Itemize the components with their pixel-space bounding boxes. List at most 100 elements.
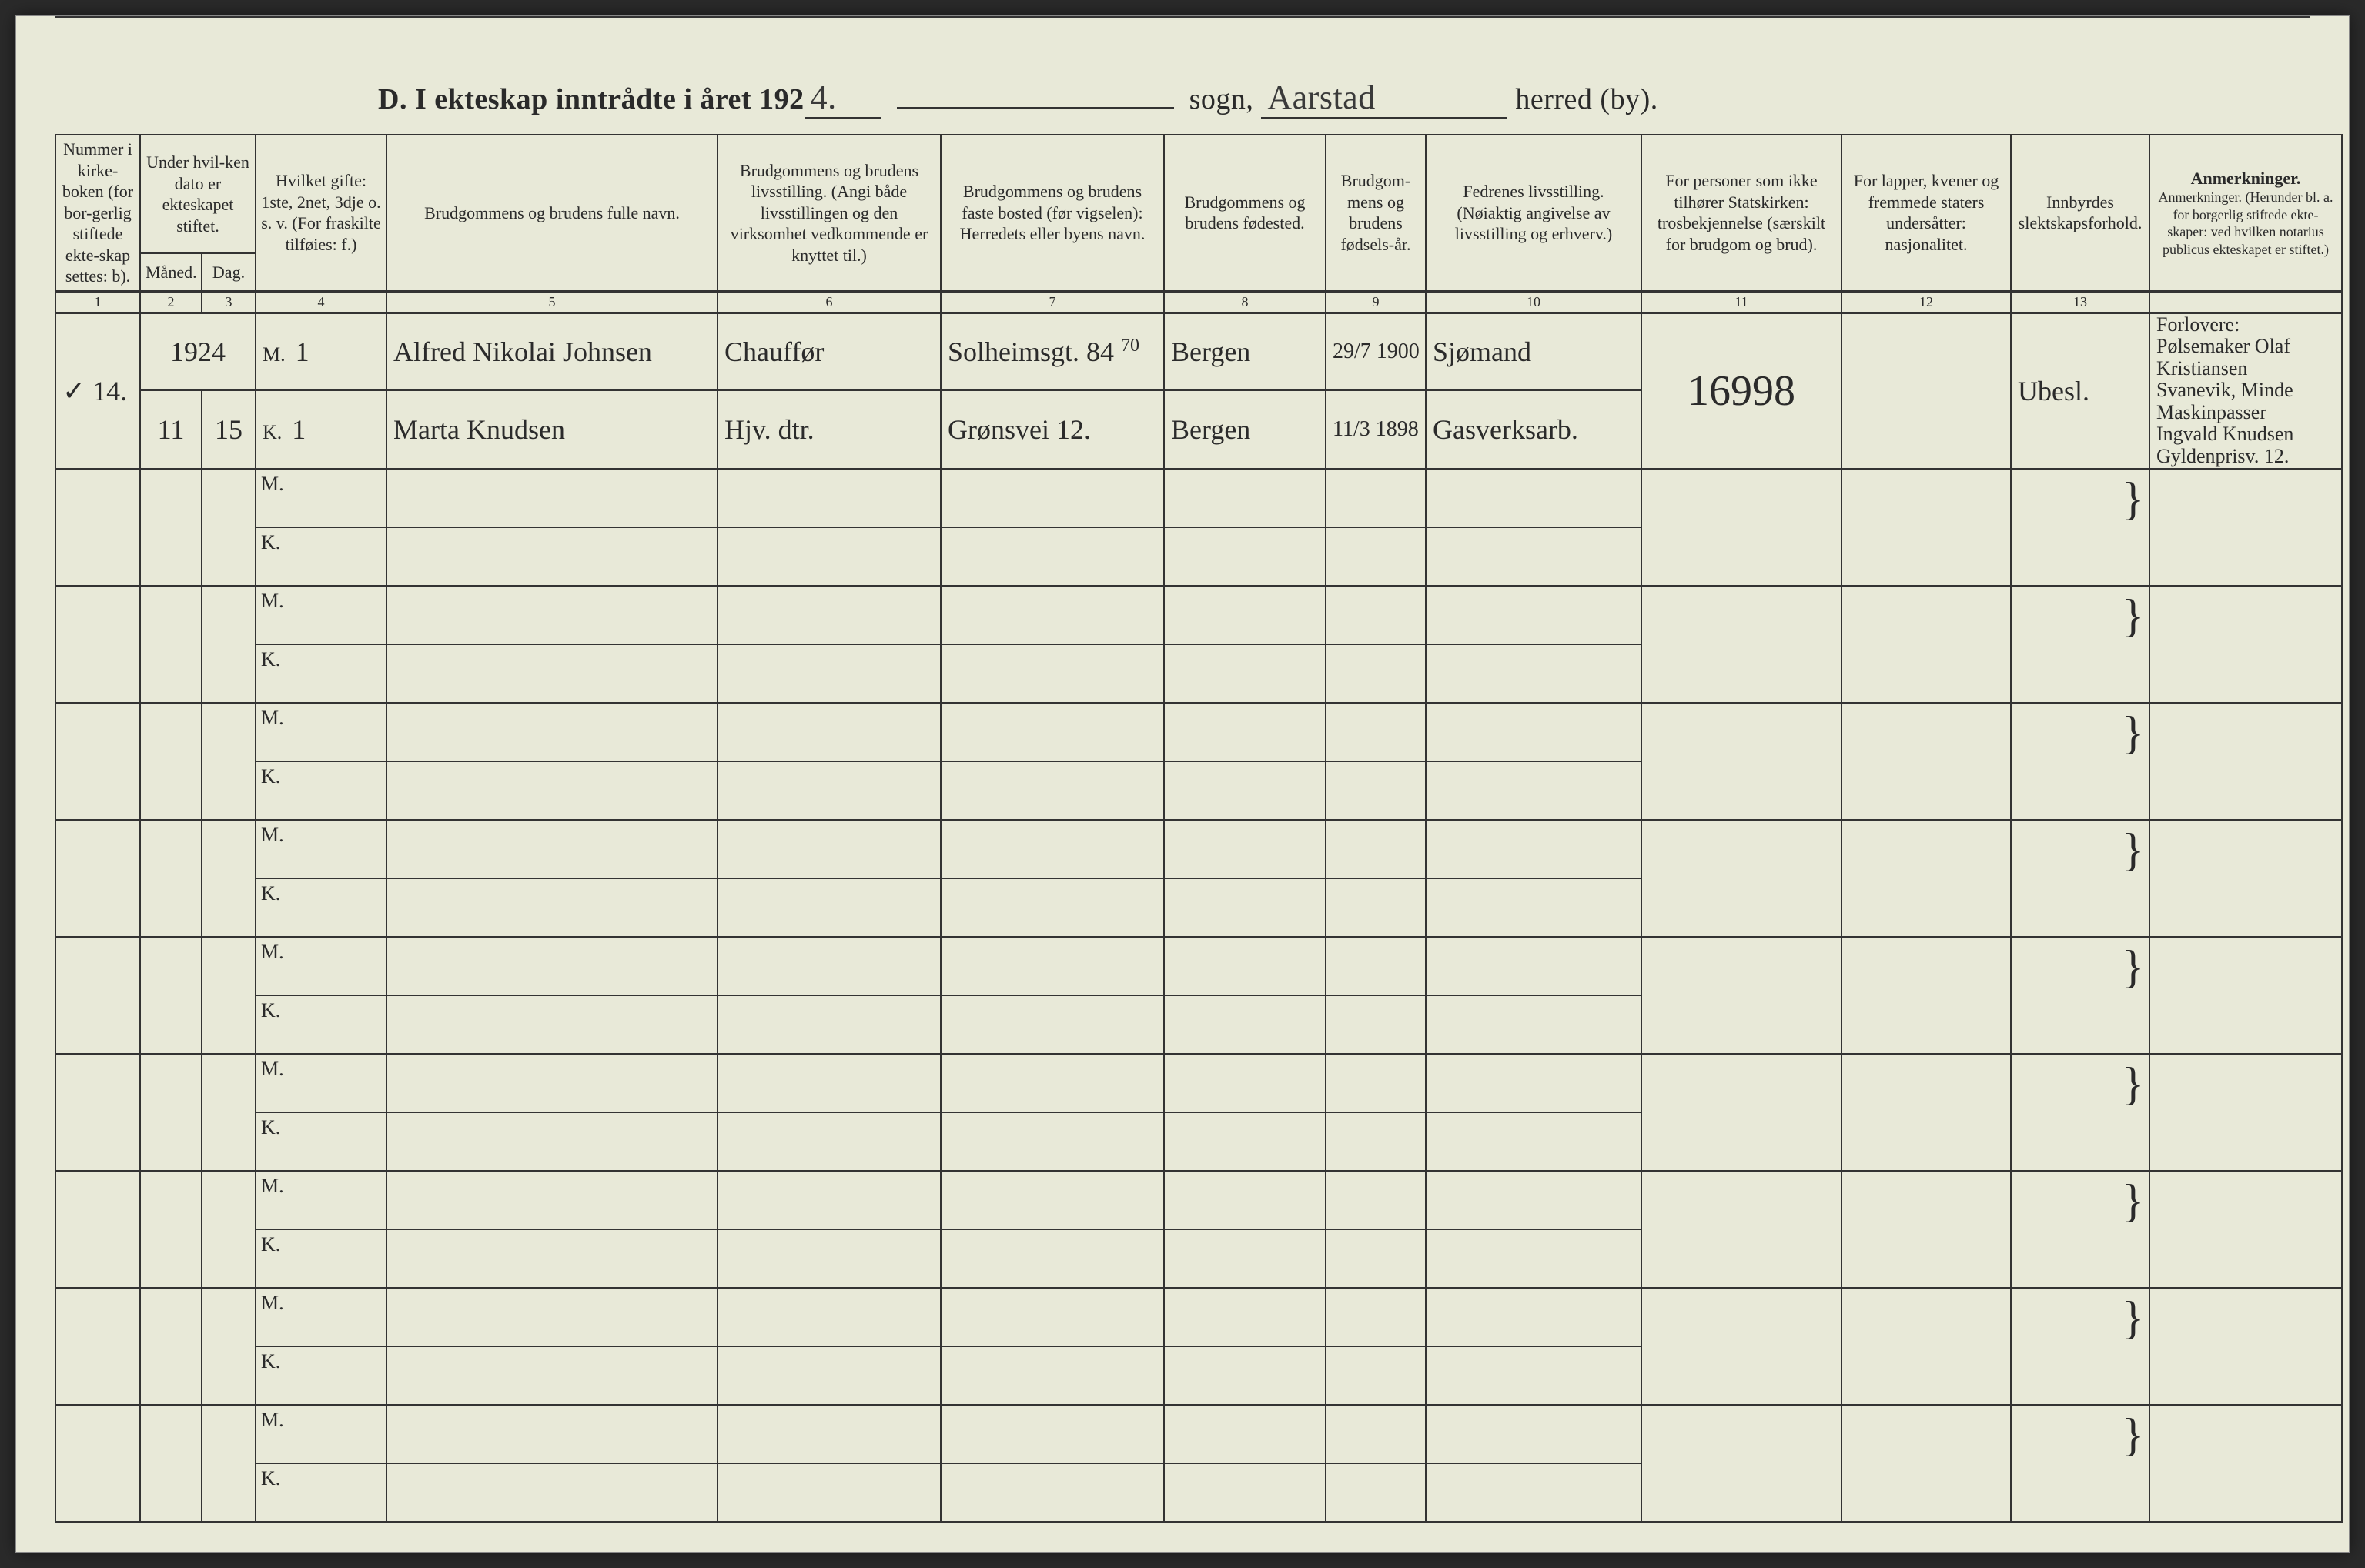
empty-mk-cell: K.	[256, 1346, 386, 1405]
cell-groom-occ: Chauffør	[718, 313, 941, 390]
empty-cell	[1841, 1405, 2011, 1522]
remark-5: Ingvald Knudsen	[2156, 423, 2335, 446]
empty-cell	[140, 1405, 202, 1522]
empty-cell	[941, 469, 1164, 527]
empty-cell	[1164, 703, 1326, 761]
empty-cell	[1326, 703, 1426, 761]
empty-cell	[1841, 820, 2011, 937]
title-main: I ekteskap inntrådte i året 192	[415, 83, 805, 115]
empty-cell	[1426, 1171, 1641, 1229]
col-header-12: For lapper, kvener og fremmede staters u…	[1841, 135, 2011, 291]
cell-bride-birthdate: 11/3 1898	[1326, 390, 1426, 468]
empty-cell	[1326, 1288, 1426, 1346]
empty-cell	[1426, 586, 1641, 644]
empty-cell	[718, 995, 941, 1054]
empty-row: M.}	[55, 820, 2342, 878]
empty-mk-cell: K.	[256, 644, 386, 703]
register-page: D. I ekteskap inntrådte i året 1924. sog…	[15, 15, 2350, 1553]
groom-res-note: 70	[1121, 336, 1139, 356]
empty-cell	[202, 703, 256, 820]
empty-cell	[140, 1171, 202, 1288]
coln-12: 12	[1841, 291, 2011, 313]
col-header-date-group: Under hvil-ken dato er ekteskapet stifte…	[140, 135, 256, 253]
empty-cell	[1326, 995, 1426, 1054]
empty-cell	[140, 703, 202, 820]
empty-cell	[1164, 761, 1326, 820]
coln-9: 9	[1326, 291, 1426, 313]
empty-cell	[1426, 527, 1641, 586]
empty-cell	[386, 937, 718, 995]
empty-cell	[386, 995, 718, 1054]
empty-row: M.}	[55, 1054, 2342, 1112]
cell-col12	[1841, 313, 2011, 469]
col-header-8: Brudgommens og brudens fødested.	[1164, 135, 1326, 291]
empty-cell: }	[2011, 820, 2149, 937]
empty-cell	[1164, 937, 1326, 995]
empty-cell	[941, 761, 1164, 820]
mk-m-label: M.	[261, 941, 284, 963]
col-header-10: Fedrenes livsstilling. (Nøiaktig angivel…	[1426, 135, 1641, 291]
groom-res: Solheimsgt. 84	[948, 336, 1114, 367]
col-header-2: Måned.	[140, 253, 202, 291]
mk-k-label: K.	[261, 1116, 280, 1138]
empty-row: M.}	[55, 1288, 2342, 1346]
empty-cell	[1641, 1288, 1841, 1405]
column-number-row: 1 2 3 4 5 6 7 8 9 10 11 12 13	[55, 291, 2342, 313]
remark-4: Maskinpasser	[2156, 402, 2335, 424]
empty-cell	[1326, 1112, 1426, 1171]
remark-6: Gyldenprisv. 12.	[2156, 446, 2335, 468]
cell-groom-birthplace: Bergen	[1164, 313, 1326, 390]
empty-rows: M.}K.M.}K.M.}K.M.}K.M.}K.M.}K.M.}K.M.}K.…	[55, 469, 2342, 1522]
empty-cell	[1841, 586, 2011, 703]
section-letter: D.	[378, 83, 407, 115]
mk-m-label: M.	[261, 590, 284, 612]
empty-cell	[718, 1171, 941, 1229]
empty-cell: }	[2011, 1405, 2149, 1522]
empty-cell	[202, 1288, 256, 1405]
empty-cell	[718, 644, 941, 703]
empty-cell	[1164, 995, 1326, 1054]
empty-cell	[941, 820, 1164, 878]
cell-groom-name: Alfred Nikolai Johnsen	[386, 313, 718, 390]
empty-cell	[1164, 527, 1326, 586]
cell-groom-fatherocc: Sjømand	[1426, 313, 1641, 390]
empty-cell	[718, 469, 941, 527]
empty-cell	[1426, 1229, 1641, 1288]
empty-cell	[140, 1288, 202, 1405]
mk-m-label: M.	[261, 1175, 284, 1197]
empty-cell	[55, 1171, 140, 1288]
empty-cell	[718, 586, 941, 644]
mk-k-label: K.	[261, 999, 280, 1021]
empty-cell	[55, 820, 140, 937]
empty-cell	[1841, 1054, 2011, 1171]
empty-cell	[1164, 1405, 1326, 1463]
cell-bride-fatherocc: Gasverksarb.	[1426, 390, 1641, 468]
register-table: Nummer i kirke-boken (for bor-gerlig sti…	[55, 134, 2343, 1523]
empty-mk-cell: M.	[256, 820, 386, 878]
empty-cell	[1426, 878, 1641, 937]
blank-sogn-left	[897, 101, 1174, 109]
empty-cell	[2149, 586, 2342, 703]
cell-record-no: ✓ 14.	[55, 313, 140, 469]
header-row: Nummer i kirke-boken (for bor-gerlig sti…	[55, 135, 2342, 253]
cell-mk-bride: K. 1	[256, 390, 386, 468]
empty-row: M.}	[55, 1405, 2342, 1463]
empty-cell	[1164, 1346, 1326, 1405]
empty-cell	[202, 937, 256, 1054]
remark-3: Svanevik, Minde	[2156, 379, 2335, 402]
coln-13: 13	[2011, 291, 2149, 313]
empty-cell	[1641, 937, 1841, 1054]
empty-cell	[1164, 1463, 1326, 1522]
empty-cell: }	[2011, 703, 2149, 820]
empty-cell	[1426, 1054, 1641, 1112]
sogn-value: Aarstad	[1261, 78, 1507, 119]
empty-cell	[202, 1405, 256, 1522]
empty-cell	[718, 1405, 941, 1463]
empty-cell	[718, 1229, 941, 1288]
mk-k-label: K.	[261, 648, 280, 670]
empty-cell	[202, 820, 256, 937]
mk-m-label: M.	[261, 473, 284, 495]
empty-cell	[1841, 937, 2011, 1054]
cell-remarks: Forlovere: Pølsemaker Olaf Kristiansen S…	[2149, 313, 2342, 469]
cell-day: 15	[202, 390, 256, 468]
